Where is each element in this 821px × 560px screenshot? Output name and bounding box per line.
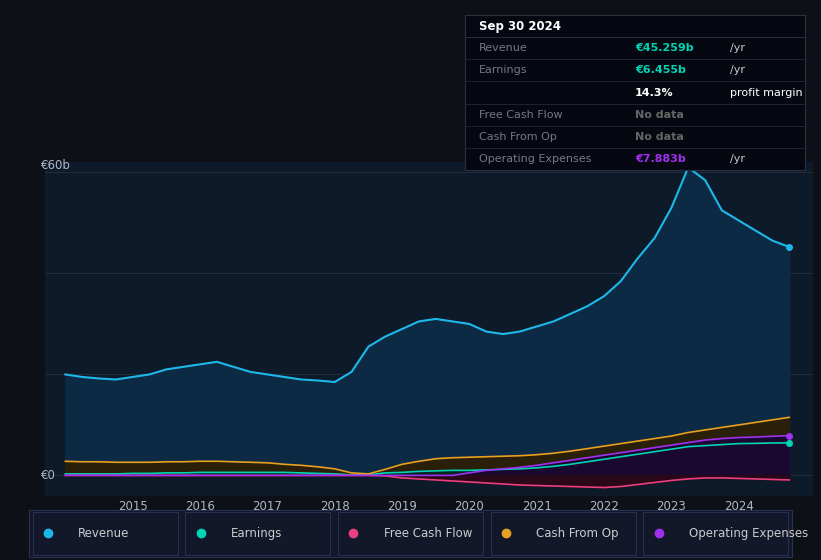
Text: €7.883b: €7.883b <box>635 154 686 164</box>
Text: Free Cash Flow: Free Cash Flow <box>479 110 562 120</box>
Text: Cash From Op: Cash From Op <box>536 527 619 540</box>
Text: €0: €0 <box>41 469 56 482</box>
Text: /yr: /yr <box>730 43 745 53</box>
Text: €6.455b: €6.455b <box>635 66 686 76</box>
Text: €45.259b: €45.259b <box>635 43 694 53</box>
Text: /yr: /yr <box>730 66 745 76</box>
Text: /yr: /yr <box>730 154 745 164</box>
Text: Operating Expenses: Operating Expenses <box>479 154 591 164</box>
Text: Operating Expenses: Operating Expenses <box>689 527 809 540</box>
Text: 14.3%: 14.3% <box>635 87 673 97</box>
Text: Revenue: Revenue <box>78 527 130 540</box>
Text: Free Cash Flow: Free Cash Flow <box>383 527 472 540</box>
Text: Revenue: Revenue <box>479 43 527 53</box>
Text: No data: No data <box>635 132 684 142</box>
Text: €60b: €60b <box>41 160 71 172</box>
Text: Sep 30 2024: Sep 30 2024 <box>479 20 561 32</box>
Text: Earnings: Earnings <box>479 66 527 76</box>
Text: Earnings: Earnings <box>231 527 282 540</box>
Text: No data: No data <box>635 110 684 120</box>
Text: profit margin: profit margin <box>730 87 803 97</box>
Text: Cash From Op: Cash From Op <box>479 132 557 142</box>
